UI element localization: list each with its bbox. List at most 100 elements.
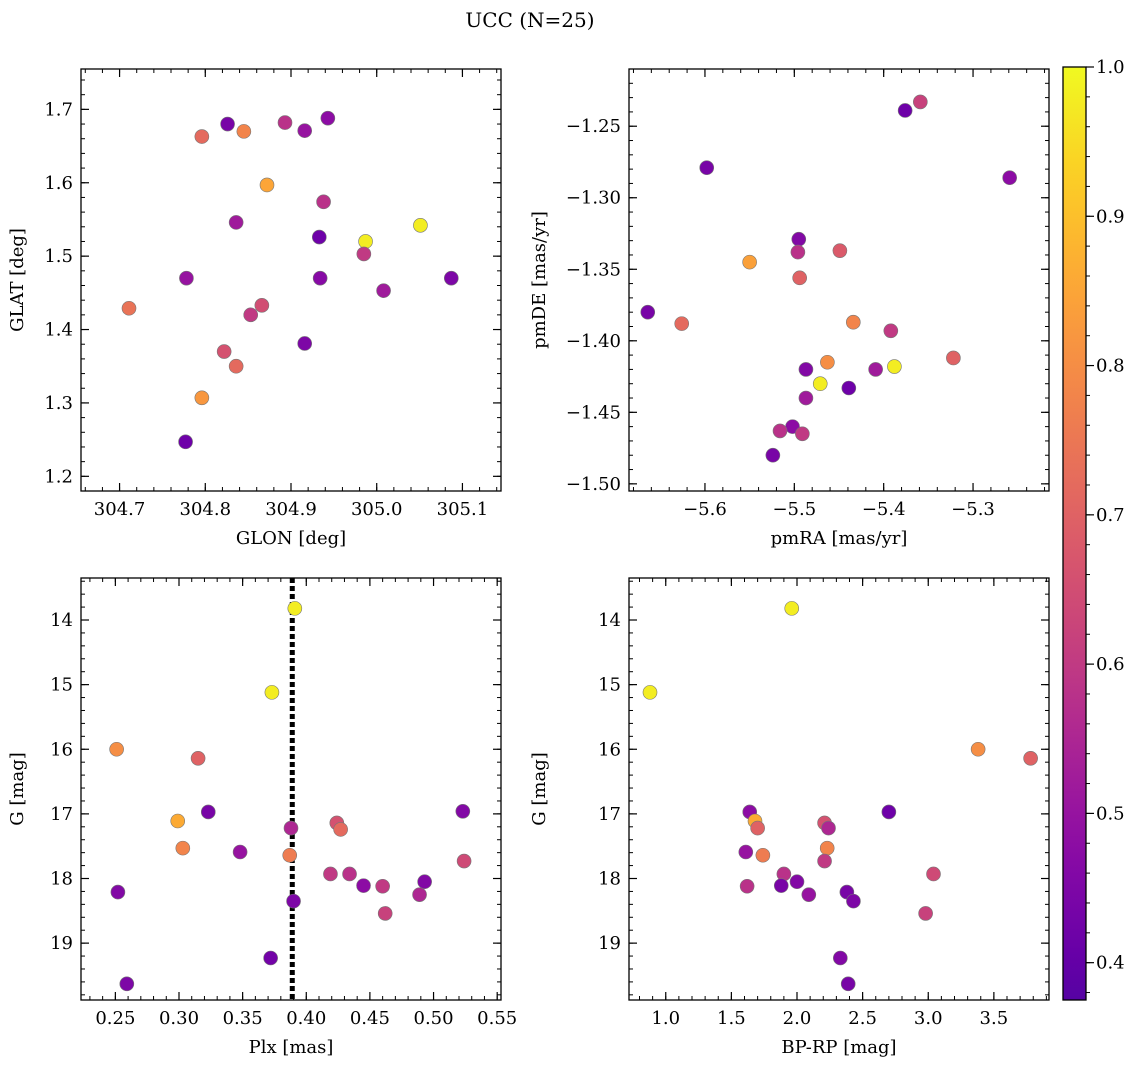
data-point	[1002, 170, 1017, 186]
y-axis-label: pmDE [mas/yr]	[529, 211, 550, 349]
data-point	[946, 350, 961, 366]
data-point	[926, 866, 941, 882]
data-point	[750, 820, 765, 836]
data-point	[312, 270, 328, 286]
y-tick-label: 19	[50, 933, 73, 954]
y-tick-label: −1.35	[566, 259, 621, 280]
data-point	[801, 887, 817, 902]
y-tick-label: 19	[598, 933, 621, 954]
x-tick-label: 0.50	[414, 1008, 454, 1029]
data-point	[254, 298, 270, 313]
y-tick-label: −1.45	[566, 402, 621, 423]
data-point	[417, 874, 432, 890]
x-tick-label: −5.3	[951, 499, 995, 520]
y-tick-label: 18	[598, 869, 621, 890]
data-point	[263, 950, 278, 966]
data-point	[832, 243, 848, 258]
data-point	[375, 878, 390, 894]
x-tick-label: 0.45	[350, 1008, 390, 1029]
data-point	[243, 307, 259, 323]
data-point	[228, 215, 244, 230]
data-point	[443, 270, 459, 286]
panel-3: 0.25 0.30 0.35 0.40 0.45 0.50 0.55 14 15 16 17 18 19…	[7, 577, 517, 1058]
data-point	[333, 822, 348, 837]
data-point	[323, 866, 338, 882]
data-point	[868, 362, 883, 377]
y-axis-label: G [mag]	[529, 752, 550, 825]
colorbar-tick-label: 0.7	[1096, 505, 1125, 526]
axes-frame	[628, 68, 1050, 492]
data-point	[846, 893, 861, 909]
x-axis-label: Plx [mas]	[249, 1037, 334, 1058]
data-point	[640, 304, 656, 320]
data-point	[119, 976, 135, 992]
y-tick-label: 18	[50, 869, 73, 890]
data-point	[791, 231, 807, 247]
axes-frame	[628, 577, 1050, 1001]
data-point	[918, 906, 933, 921]
data-point	[881, 804, 897, 820]
axes-frame	[80, 577, 502, 1001]
data-point	[175, 840, 191, 856]
y-tick-label: 1.7	[44, 99, 73, 120]
data-point	[297, 336, 313, 351]
data-point	[190, 751, 206, 766]
data-point	[887, 359, 902, 374]
data-point	[819, 840, 835, 856]
data-point	[742, 254, 757, 270]
data-point	[170, 813, 186, 829]
y-tick-label: 1.6	[44, 173, 73, 194]
x-axis-label: BP-RP [mag]	[781, 1037, 896, 1058]
data-point	[259, 177, 275, 193]
panel-4: 1.0 1.5 2.0 2.5 3.0 3.5 14 15 16 17 18 19 BP-RP [mag…	[529, 577, 1050, 1058]
x-tick-label: 0.40	[286, 1008, 326, 1029]
x-tick-label: 304.8	[180, 499, 232, 520]
data-point	[812, 376, 828, 392]
axes-frame	[80, 68, 502, 492]
data-point	[1023, 751, 1038, 766]
data-point	[376, 283, 391, 298]
data-point	[277, 115, 293, 130]
data-point	[765, 447, 781, 463]
panel-1: 304.7 304.8 304.9 305.0 305.1 1.2 1.3 1.4 1.5 1.6…	[7, 68, 502, 549]
data-point	[798, 390, 814, 406]
data-point	[413, 218, 428, 233]
y-tick-label: 1.3	[44, 393, 73, 414]
y-axis-label: G [mag]	[7, 752, 28, 825]
data-point	[356, 246, 372, 262]
data-point	[110, 884, 126, 900]
data-point	[194, 390, 210, 406]
data-point	[283, 820, 299, 836]
y-tick-label: −1.25	[566, 116, 621, 137]
data-point	[795, 426, 810, 442]
data-point	[178, 434, 193, 450]
data-point	[455, 803, 471, 819]
y-tick-label: 15	[598, 675, 621, 696]
points-4	[642, 601, 1038, 992]
x-tick-label: 1.5	[717, 1008, 746, 1029]
x-axis-label: GLON [deg]	[236, 528, 346, 549]
y-tick-label: 16	[598, 739, 621, 760]
y-axis-label: GLAT [deg]	[7, 228, 28, 332]
data-point	[342, 866, 357, 882]
colorbar-tick-label: 0.9	[1096, 206, 1125, 227]
data-point	[897, 103, 913, 118]
data-point	[789, 874, 805, 890]
y-tick-label: −1.30	[566, 188, 621, 209]
points-1	[121, 110, 459, 450]
x-tick-label: 1.0	[651, 1008, 680, 1029]
data-point	[109, 741, 124, 757]
data-point	[456, 853, 472, 869]
y-tick-label: 14	[598, 610, 621, 631]
colorbar-tick-label: 0.4	[1096, 953, 1125, 974]
y-tick-label: 14	[50, 610, 73, 631]
data-point	[287, 601, 303, 616]
data-point	[194, 129, 210, 144]
x-tick-label: 0.30	[159, 1008, 199, 1029]
data-point	[739, 878, 755, 894]
data-point	[264, 685, 280, 700]
data-point	[320, 110, 336, 126]
data-point	[316, 194, 331, 210]
y-tick-label: 1.2	[44, 466, 73, 487]
